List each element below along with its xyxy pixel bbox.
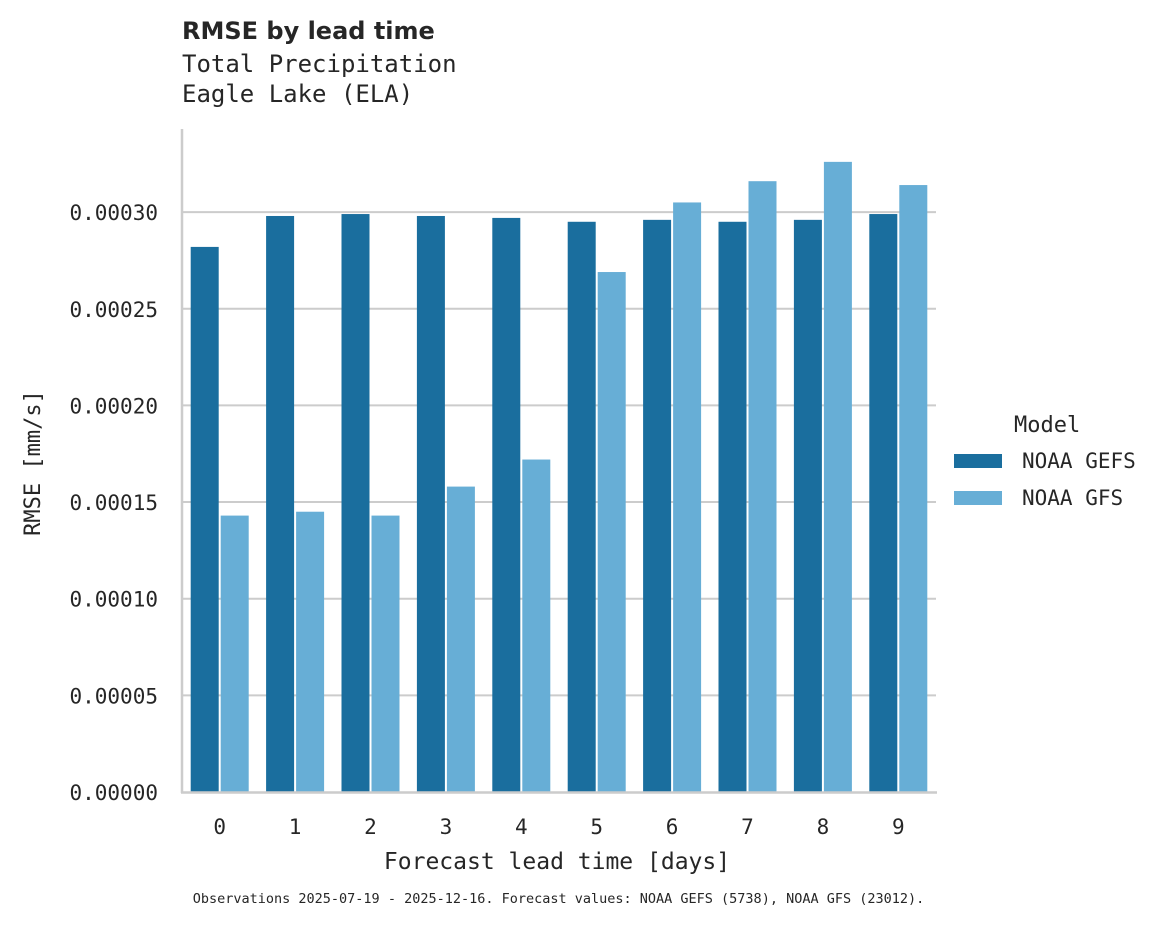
- y-tick-label: 0.00020: [69, 394, 158, 418]
- x-tick-labels: 0 1 2 3 4 5 6 7 8 9: [213, 815, 904, 839]
- bar-noaa-gfs-3: [446, 486, 475, 792]
- chart-subtitle-location: Eagle Lake (ELA): [182, 80, 414, 108]
- bar-noaa-gefs-9: [869, 214, 898, 792]
- x-tick-label: 0: [213, 815, 226, 839]
- y-axis-label: RMSE [mm/s]: [21, 390, 46, 536]
- y-tick-label: 0.00000: [69, 781, 158, 805]
- bar-noaa-gefs-8: [793, 219, 822, 793]
- x-tick-label: 3: [440, 815, 453, 839]
- x-tick-label: 9: [892, 815, 905, 839]
- x-tick-label: 8: [817, 815, 830, 839]
- bar-noaa-gfs-8: [823, 161, 852, 793]
- footnote: Observations 2025-07-19 - 2025-12-16. Fo…: [192, 891, 925, 907]
- bar-noaa-gefs-6: [643, 219, 672, 793]
- bar-noaa-gfs-5: [597, 272, 626, 792]
- bar-noaa-gefs-4: [492, 217, 521, 792]
- legend-item-gfs: NOAA GFS: [954, 485, 1123, 511]
- y-tick-label: 0.00025: [69, 298, 158, 322]
- bar-noaa-gfs-4: [522, 459, 551, 792]
- x-tick-label: 7: [741, 815, 754, 839]
- y-tick-labels: 0.00000 0.00005 0.00010 0.00015 0.00020 0.000…: [69, 201, 158, 805]
- legend-swatch-gefs: [954, 454, 1002, 468]
- bar-noaa-gfs-9: [899, 185, 928, 792]
- bar-noaa-gefs-0: [190, 246, 219, 793]
- y-tick-label: 0.00030: [69, 201, 158, 225]
- bar-noaa-gefs-3: [416, 215, 445, 792]
- y-tick-label: 0.00010: [69, 588, 158, 612]
- bar-noaa-gefs-5: [567, 221, 596, 792]
- legend-item-gefs: NOAA GEFS: [954, 448, 1136, 474]
- x-tick-label: 2: [364, 815, 377, 839]
- y-gridlines: [182, 211, 936, 697]
- bar-noaa-gfs-7: [748, 181, 777, 792]
- legend-title: Model: [1014, 413, 1081, 438]
- bar-noaa-gefs-1: [266, 215, 295, 792]
- legend-label-gefs: NOAA GEFS: [1022, 449, 1136, 473]
- bar-noaa-gfs-1: [296, 511, 325, 792]
- x-axis-label: Forecast lead time [days]: [384, 849, 730, 875]
- bar-noaa-gfs-0: [220, 515, 249, 792]
- bars: [190, 161, 928, 793]
- chart-subtitle-variable: Total Precipitation: [182, 50, 457, 78]
- bar-noaa-gefs-7: [718, 221, 747, 792]
- bar-noaa-gfs-2: [371, 515, 400, 792]
- y-tick-label: 0.00005: [69, 684, 158, 708]
- legend-swatch-gfs: [954, 491, 1002, 505]
- bar-noaa-gfs-6: [673, 202, 702, 792]
- chart-title: RMSE by lead time: [182, 17, 435, 45]
- x-tick-label: 5: [590, 815, 603, 839]
- legend-label-gfs: NOAA GFS: [1022, 486, 1124, 510]
- bar-noaa-gefs-2: [341, 214, 370, 792]
- y-tick-label: 0.00015: [69, 491, 158, 515]
- x-tick-label: 1: [289, 815, 302, 839]
- x-tick-label: 4: [515, 815, 528, 839]
- x-tick-label: 6: [666, 815, 679, 839]
